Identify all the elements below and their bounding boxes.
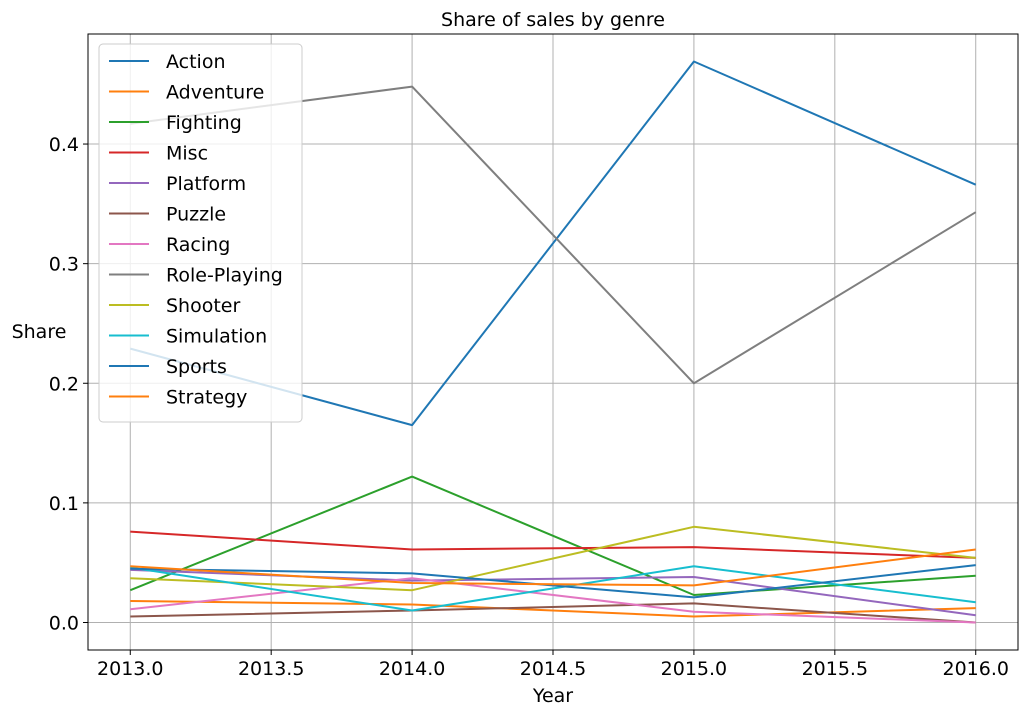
legend-label-simulation: Simulation — [166, 326, 267, 348]
series-line-strategy — [130, 548, 976, 587]
x-tick-label: 2014.5 — [520, 658, 586, 680]
x-tick-label: 2013.0 — [97, 658, 163, 680]
legend: Action Adventure Fighting Misc Platform Puzzl… — [98, 43, 303, 423]
y-tick-label: 0.3 — [49, 254, 79, 276]
legend-label-fighting: Fighting — [166, 112, 242, 134]
series-line-misc — [130, 530, 976, 559]
series-lines — [129, 60, 977, 624]
x-axis-label: Year — [532, 685, 573, 707]
x-tick-label: 2016.0 — [942, 658, 1008, 680]
legend-label-platform: Platform — [166, 173, 246, 195]
y-axis-label: Share — [12, 321, 67, 343]
series-line-puzzle — [130, 602, 976, 624]
legend-label-shooter: Shooter — [166, 295, 240, 317]
x-tick-label: 2015.0 — [661, 658, 727, 680]
legend-label-role-playing: Role-Playing — [166, 265, 283, 287]
y-tick-label: 0.2 — [49, 373, 79, 395]
series-line-sports — [130, 564, 976, 599]
legend-label-action: Action — [166, 51, 226, 73]
y-tick-label: 0.4 — [49, 134, 79, 156]
legend-label-racing: Racing — [166, 234, 230, 256]
series-line-shooter — [130, 525, 976, 592]
x-tick-label: 2014.0 — [379, 658, 445, 680]
series-line-racing — [130, 577, 976, 624]
legend-label-puzzle: Puzzle — [166, 204, 226, 226]
series-line-simulation — [130, 565, 976, 612]
legend-label-misc: Misc — [166, 143, 208, 165]
legend-label-adventure: Adventure — [166, 82, 264, 104]
y-tick-label: 0.0 — [49, 612, 79, 634]
series-line-fighting — [129, 475, 976, 596]
legend-label-strategy: Strategy — [166, 387, 247, 409]
x-tick-label: 2013.5 — [238, 658, 304, 680]
legend-label-sports: Sports — [166, 356, 227, 378]
y-tick-label: 0.1 — [49, 493, 79, 515]
x-axis-ticks: 2013.0 2013.5 2014.0 2014.5 2015.0 2015.5 2016… — [97, 650, 1009, 680]
legend-box — [98, 43, 303, 423]
y-axis-ticks: 0.0 0.1 0.2 0.3 0.4 — [49, 134, 88, 634]
chart-title: Share of sales by genre — [441, 9, 665, 31]
x-tick-label: 2015.5 — [802, 658, 868, 680]
